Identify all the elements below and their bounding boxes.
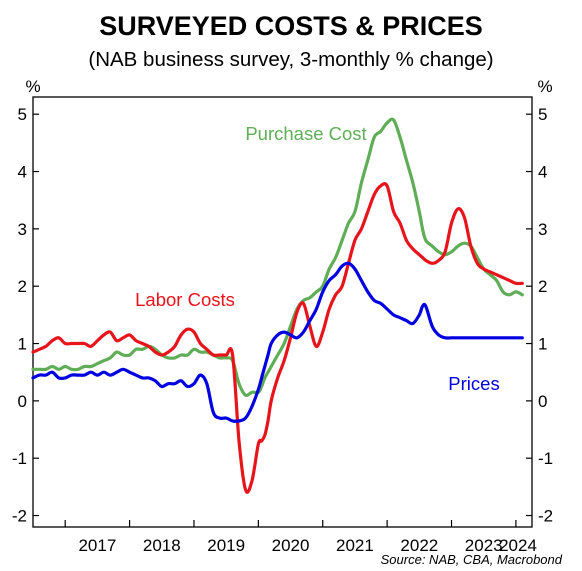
series-lines: [31, 117, 524, 494]
y-tick-label-left: 3: [18, 220, 27, 239]
y-tick-label-right: 0: [538, 392, 547, 411]
y-tick-label-right: 4: [538, 163, 547, 182]
labor-costs-label: Labor Costs: [135, 289, 235, 310]
y-tick-label-right: 3: [538, 220, 547, 239]
y-unit-right: %: [537, 77, 552, 96]
y-tick-label-right: -2: [538, 507, 553, 526]
x-tick-label: 2021: [336, 536, 374, 555]
y-axis-right: -2 -1 0 1 2 3 4 5: [526, 105, 553, 526]
y-tick-label-left: 4: [18, 163, 27, 182]
x-tick-label: 2017: [78, 536, 116, 555]
labor-costs-line: [31, 182, 524, 494]
y-tick-label-right: 2: [538, 277, 547, 296]
purchase-cost-label: Purchase Cost: [245, 123, 366, 144]
y-tick-label-left: 5: [18, 105, 27, 124]
y-unit-left: %: [25, 77, 40, 96]
y-tick-label-right: 1: [538, 335, 547, 354]
y-tick-label-left: -2: [12, 507, 27, 526]
x-tick-label: 2019: [207, 536, 245, 555]
prices-line: [31, 261, 524, 423]
plot-frame: [32, 96, 533, 528]
prices-label: Prices: [448, 373, 499, 394]
x-tick-label: 2024: [499, 536, 537, 555]
x-tick-label: 2020: [272, 536, 310, 555]
y-axis-left: -2 -1 0 1 2 3 4 5: [12, 105, 39, 526]
x-tick-label: 2018: [143, 536, 181, 555]
y-tick-label-right: 5: [538, 105, 547, 124]
chart-title: SURVEYED COSTS & PRICES: [99, 11, 483, 41]
x-tick-label: 2022: [400, 536, 438, 555]
y-tick-label-left: -1: [12, 449, 27, 468]
source-note: Source: NAB, CBA, Macrobond: [381, 552, 563, 567]
y-tick-label-left: 0: [18, 392, 27, 411]
purchase-cost-line: [31, 117, 524, 398]
y-tick-label-left: 1: [18, 335, 27, 354]
y-tick-label-right: -1: [538, 449, 553, 468]
y-tick-label-left: 2: [18, 277, 27, 296]
x-tick-label: 2023: [465, 536, 503, 555]
chart-subtitle: (NAB business survey, 3-monthly % change…: [88, 48, 493, 71]
